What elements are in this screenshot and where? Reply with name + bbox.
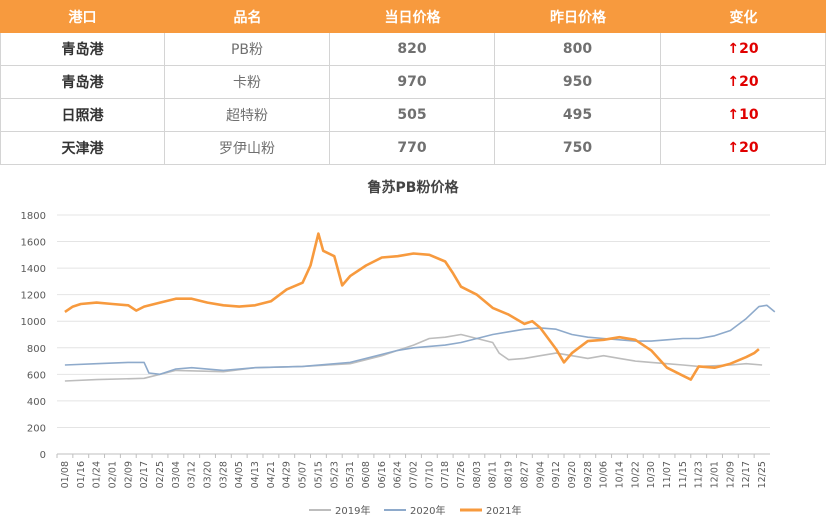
x-tick-label: 06/08: [361, 461, 372, 488]
x-tick-label: 05/31: [345, 461, 356, 488]
yesterday-price-cell: 495: [495, 99, 661, 131]
header-product: 品名: [233, 9, 262, 26]
x-tick-label: 10/06: [599, 461, 610, 488]
x-tick-label: 05/15: [313, 461, 324, 488]
product-cell: 罗伊山粉: [165, 132, 330, 164]
change-cell: ↑10: [661, 99, 826, 131]
table-row: 青岛港 PB粉 820 800 ↑20: [0, 33, 826, 66]
x-tick-label: 06/24: [393, 461, 404, 488]
table-header: 港口 品名 当日价格 昨日价格 变化: [0, 0, 826, 33]
x-tick-label: 09/20: [567, 461, 578, 488]
table-row: 青岛港 卡粉 970 950 ↑20: [0, 66, 826, 99]
legend-label: 2020年: [410, 504, 445, 517]
x-tick-label: 08/19: [504, 461, 515, 488]
table-row: 天津港 罗伊山粉 770 750 ↑20: [0, 132, 826, 165]
x-tick-label: 07/10: [424, 461, 435, 488]
price-table: 港口 品名 当日价格 昨日价格 变化 青岛港 PB粉 820 800 ↑20 青…: [0, 0, 826, 165]
x-tick-label: 05/23: [329, 461, 340, 488]
x-tick-label: 06/16: [377, 461, 388, 488]
y-tick-label: 200: [27, 423, 46, 434]
product-cell: 卡粉: [165, 66, 330, 98]
yesterday-price-cell: 950: [495, 66, 661, 98]
change-cell: ↑20: [661, 66, 826, 98]
x-tick-label: 03/28: [218, 461, 229, 488]
price-line-chart: 鲁苏PB粉价格 1800 1600 1400 1200 1000 800 600 400 200…: [21, 179, 776, 517]
y-tick-label: 800: [27, 344, 46, 355]
x-tick-label: 08/11: [488, 461, 499, 488]
x-tick-label: 12/17: [741, 461, 752, 488]
x-tick-label: 09/28: [583, 461, 594, 488]
y-tick-label: 1600: [21, 238, 46, 249]
x-tick-label: 01/24: [92, 461, 103, 488]
legend-label: 2019年: [335, 504, 370, 517]
x-tick-label: 03/12: [187, 461, 198, 488]
change-cell: ↑20: [661, 132, 826, 164]
legend-label: 2021年: [486, 504, 521, 517]
x-tick-label: 01/08: [60, 461, 71, 488]
x-tick-label: 11/07: [662, 461, 673, 488]
x-tick-label: 10/30: [646, 461, 657, 488]
x-tick-label: 04/13: [250, 461, 261, 488]
x-tick-label: 02/09: [123, 461, 134, 488]
x-tick-label: 04/29: [282, 461, 293, 488]
header-port: 港口: [68, 9, 97, 26]
product-cell: 超特粉: [165, 99, 330, 131]
y-tick-label: 1800: [21, 211, 46, 222]
x-tick-label: 11/23: [694, 461, 705, 488]
yesterday-price-cell: 750: [495, 132, 661, 164]
y-tick-label: 1200: [21, 291, 46, 302]
x-tick-label: 03/20: [203, 461, 214, 488]
chart-title: 鲁苏PB粉价格: [367, 179, 460, 196]
x-tick-label: 07/02: [409, 461, 420, 488]
change-cell: ↑20: [661, 33, 826, 65]
series-line-2020年: [64, 304, 776, 376]
today-price-cell: 770: [330, 132, 495, 164]
x-tick-label: 08/03: [472, 461, 483, 488]
port-cell: 青岛港: [0, 66, 165, 98]
x-tick-label: 04/05: [234, 461, 245, 488]
port-cell: 青岛港: [0, 33, 165, 65]
x-tick-label: 07/18: [440, 461, 451, 488]
today-price-cell: 970: [330, 66, 495, 98]
y-tick-label: 600: [27, 370, 46, 381]
header-yesterday: 昨日价格: [550, 9, 606, 26]
x-tick-label: 02/25: [155, 461, 166, 488]
y-tick-label: 400: [27, 397, 46, 408]
x-tick-label: 12/01: [710, 461, 721, 488]
x-tick-label: 02/01: [107, 461, 118, 488]
today-price-cell: 820: [330, 33, 495, 65]
x-tick-label: 10/14: [614, 461, 625, 488]
port-cell: 日照港: [0, 99, 165, 131]
header-today: 当日价格: [384, 9, 441, 26]
y-tick-label: 0: [40, 450, 46, 461]
port-cell: 天津港: [0, 132, 165, 164]
x-tick-label: 07/26: [456, 461, 467, 488]
y-tick-label: 1400: [21, 264, 46, 275]
x-tick-label: 11/15: [678, 461, 689, 488]
x-tick-label: 12/25: [757, 461, 768, 488]
series-line-2021年: [64, 232, 760, 381]
today-price-cell: 505: [330, 99, 495, 131]
yesterday-price-cell: 800: [495, 33, 661, 65]
x-tick-label: 01/16: [76, 461, 87, 488]
x-tick-label: 09/12: [551, 461, 562, 488]
table-row: 日照港 超特粉 505 495 ↑10: [0, 99, 826, 132]
x-tick-label: 04/21: [266, 461, 277, 488]
x-tick-label: 09/04: [535, 461, 546, 488]
y-tick-label: 1000: [21, 317, 46, 328]
x-tick-label: 03/04: [171, 461, 182, 488]
x-tick-label: 12/09: [725, 461, 736, 488]
product-cell: PB粉: [165, 33, 330, 65]
header-change: 变化: [729, 9, 758, 26]
x-tick-label: 10/22: [630, 461, 641, 488]
x-tick-label: 02/17: [139, 461, 150, 488]
x-tick-label: 08/27: [519, 461, 530, 488]
x-tick-label: 05/07: [298, 461, 309, 488]
